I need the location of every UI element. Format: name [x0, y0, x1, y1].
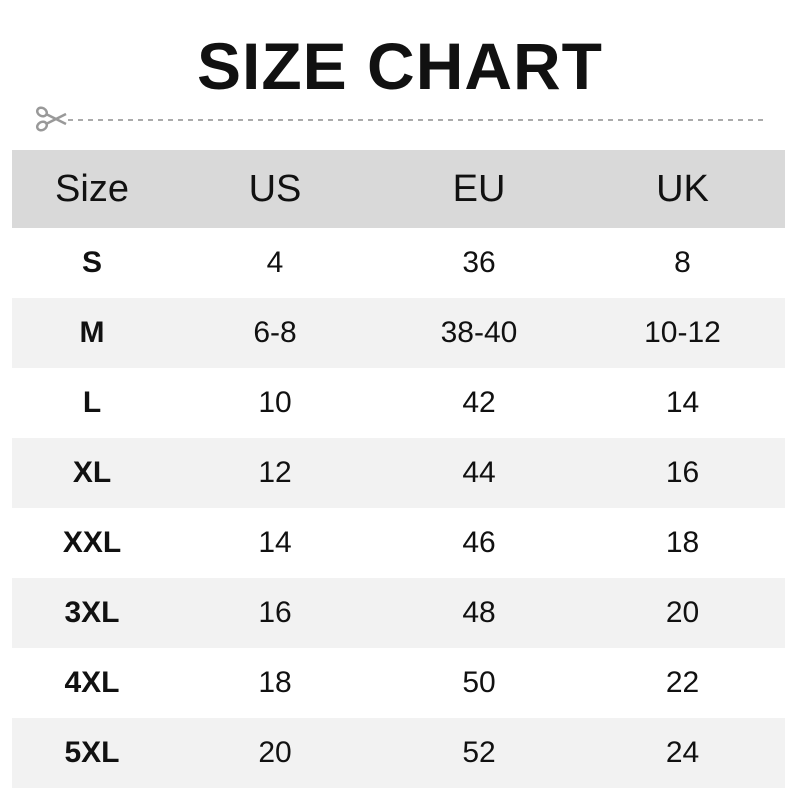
- scissors-icon: [35, 106, 67, 132]
- header-eu: EU: [452, 167, 506, 210]
- cell-us: 10: [258, 386, 292, 419]
- cell-us: 4: [266, 246, 284, 279]
- table-row: 5XL 20 52 24: [12, 718, 785, 788]
- cell-us: 14: [258, 526, 292, 559]
- header-us: US: [248, 167, 302, 210]
- cell-uk: 14: [665, 386, 700, 419]
- header-uk: UK: [656, 167, 709, 210]
- cell-uk: 16: [665, 456, 700, 489]
- table-row: XL 12 44 16: [12, 438, 785, 508]
- cell-size: XL: [72, 456, 112, 489]
- cell-eu: 38-40: [440, 316, 518, 349]
- cell-size: L: [82, 386, 102, 419]
- table-row: 3XL 16 48 20: [12, 578, 785, 648]
- cell-uk: 18: [665, 526, 700, 559]
- cell-us: 12: [258, 456, 292, 489]
- cell-size: XXL: [62, 526, 122, 559]
- cell-us: 20: [258, 736, 292, 769]
- header-size: Size: [55, 167, 129, 210]
- cell-eu: 44: [462, 456, 496, 489]
- cell-eu: 42: [462, 386, 496, 419]
- table-row: 4XL 18 50 22: [12, 648, 785, 718]
- cell-us: 16: [258, 596, 292, 629]
- cell-us: 18: [258, 666, 292, 699]
- cell-size: 5XL: [64, 736, 120, 769]
- cut-line: [34, 104, 774, 134]
- cell-uk: 22: [665, 666, 700, 699]
- cell-eu: 52: [462, 736, 496, 769]
- cell-size: 4XL: [64, 666, 120, 699]
- cell-size: 3XL: [64, 596, 120, 629]
- cell-eu: 50: [462, 666, 496, 699]
- table-row: L 10 42 14: [12, 368, 785, 438]
- table-header-row: Size US EU UK: [12, 150, 785, 228]
- cell-uk: 8: [674, 246, 691, 279]
- table-row: M 6-8 38-40 10-12: [12, 298, 785, 368]
- cell-size: M: [79, 316, 105, 349]
- cell-uk: 24: [665, 736, 700, 769]
- cell-size: S: [81, 246, 102, 279]
- page-title: SIZE CHART: [197, 29, 603, 103]
- table-row: S 4 36 8: [12, 228, 785, 298]
- cell-eu: 46: [462, 526, 496, 559]
- cell-eu: 36: [462, 246, 496, 279]
- size-table: Size US EU UK S 4 36 8 M 6-8 38-40 10-12 L 10 42 14…: [12, 150, 785, 788]
- cell-uk: 20: [665, 596, 700, 629]
- table-row: XXL 14 46 18: [12, 508, 785, 578]
- cell-uk: 10-12: [644, 316, 721, 349]
- cell-eu: 48: [462, 596, 496, 629]
- cell-us: 6-8: [253, 316, 297, 349]
